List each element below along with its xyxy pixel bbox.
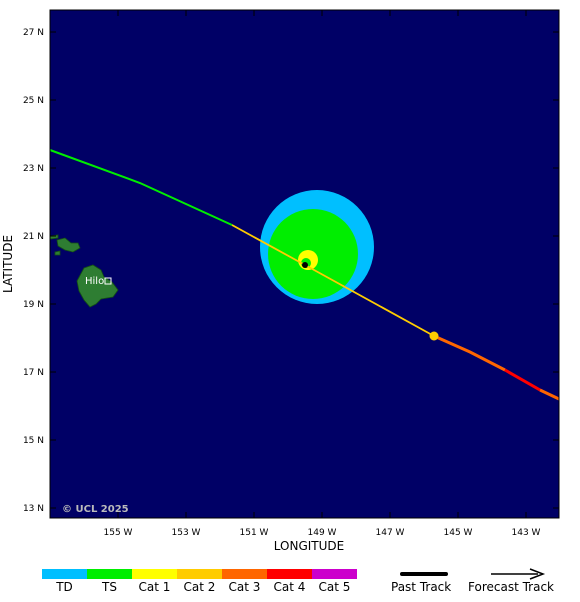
lat-tick-label: 15 N xyxy=(23,436,44,446)
lon-tick-label: 155 W xyxy=(104,528,133,538)
y-axis-title: LATITUDE xyxy=(1,235,15,293)
legend-label-cat-1: Cat 1 xyxy=(138,580,171,594)
lat-tick-label: 25 N xyxy=(23,96,44,106)
big-island xyxy=(76,264,119,308)
legend-label-cat-4: Cat 4 xyxy=(273,580,306,594)
lon-tick-label: 145 W xyxy=(444,528,473,538)
lat-tick-label: 21 N xyxy=(23,232,44,242)
maui xyxy=(56,237,81,253)
lon-tick-label: 143 W xyxy=(512,528,541,538)
legend-label-cat-3: Cat 3 xyxy=(228,580,261,594)
legend-label-ts: TS xyxy=(102,580,117,594)
forecast-track-arrowhead-icon xyxy=(529,568,546,580)
lat-tick-label: 13 N xyxy=(23,504,44,514)
forecast-track-cat3-end xyxy=(539,388,560,401)
legend-label-cat-2: Cat 2 xyxy=(183,580,216,594)
x-axis-title: LONGITUDE xyxy=(274,539,344,553)
legend-swatch-cat-2 xyxy=(177,569,222,579)
past-track-line-icon xyxy=(400,572,448,576)
legend-label-td: TD xyxy=(56,580,73,594)
legend-swatch-cat-3 xyxy=(222,569,267,579)
current-storm-center xyxy=(302,262,308,268)
kahoolawe xyxy=(54,250,61,256)
intensity-color-bar xyxy=(42,569,357,579)
lon-tick-label: 153 W xyxy=(172,528,201,538)
hilo-marker xyxy=(104,277,112,285)
legend-swatch-td xyxy=(42,569,87,579)
forecast-track-cat3-segment xyxy=(433,334,506,372)
legend-swatch-cat-4 xyxy=(267,569,312,579)
lat-tick-label: 23 N xyxy=(23,164,44,174)
lon-tick-label: 147 W xyxy=(376,528,405,538)
lat-tick-label: 17 N xyxy=(23,368,44,378)
forecast-point xyxy=(429,331,439,341)
lat-tick-label: 19 N xyxy=(23,300,44,310)
legend-swatch-cat-1 xyxy=(132,569,177,579)
hilo-label: Hilo xyxy=(85,276,104,287)
legend-swatch-cat-5 xyxy=(312,569,357,579)
past-track-label: Past Track xyxy=(391,580,452,594)
forecast-track-label: Forecast Track xyxy=(468,580,554,594)
legend-swatch-ts xyxy=(87,569,132,579)
axis-ticks: 155 W 153 W 151 W 149 W 147 W 145 W 143 W 27 N 2… xyxy=(23,10,559,538)
past-track-ts-segment xyxy=(49,149,233,226)
map-frame xyxy=(49,9,560,519)
copyright-watermark: © UCL 2025 xyxy=(62,504,129,515)
lon-tick-label: 151 W xyxy=(240,528,269,538)
legend-label-cat-5: Cat 5 xyxy=(318,580,351,594)
lon-tick-label: 149 W xyxy=(308,528,337,538)
lat-tick-label: 27 N xyxy=(23,28,44,38)
forecast-track-cat4-segment xyxy=(504,368,541,392)
